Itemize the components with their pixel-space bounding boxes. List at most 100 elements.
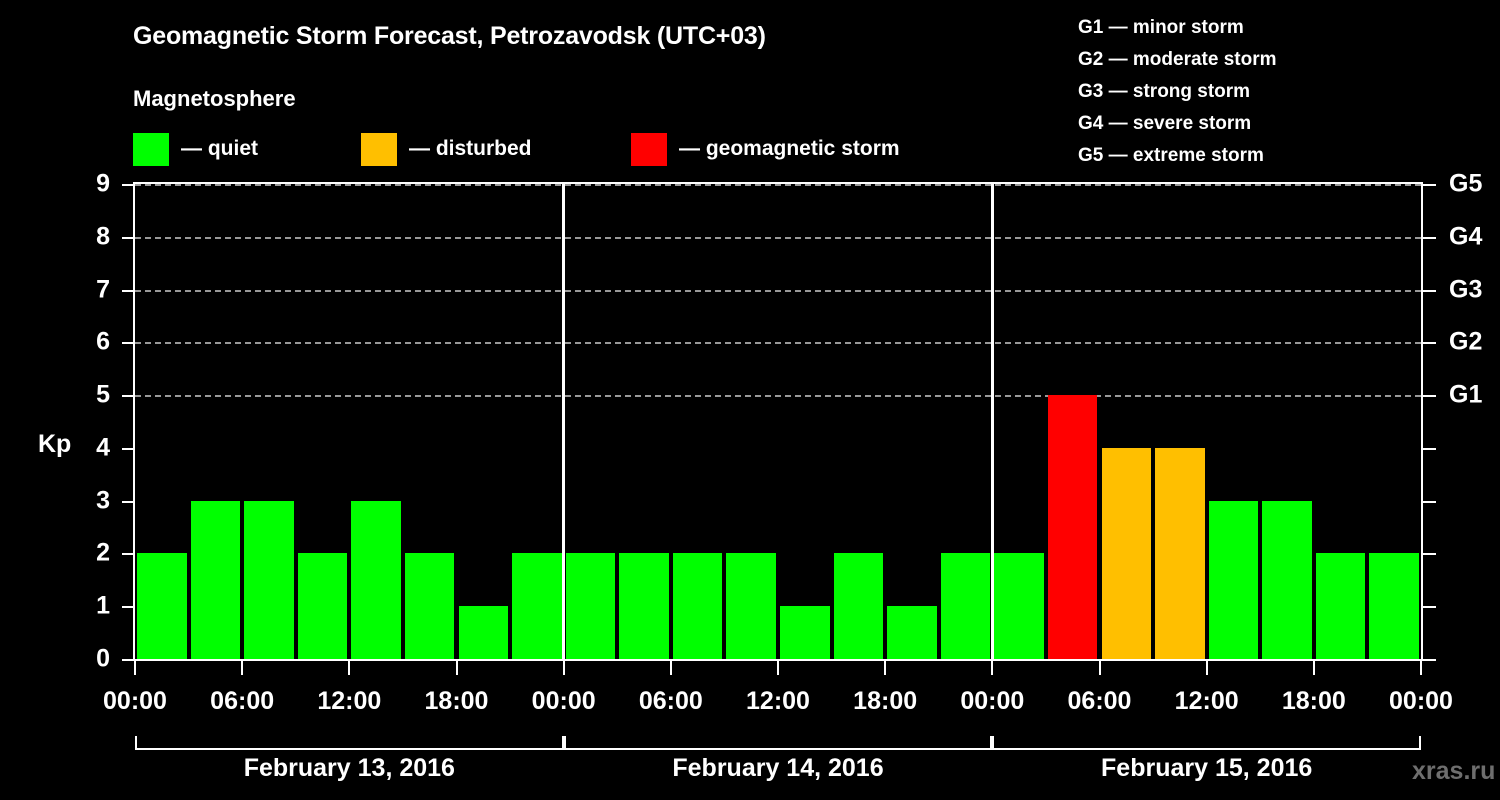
- gscale-legend-row-g3: G3 — strong storm: [1078, 81, 1251, 102]
- y-tick-label-1: 1: [96, 591, 110, 620]
- g-axis-tick-mark-kp-7: [1423, 289, 1436, 292]
- kp-bar: [1208, 500, 1259, 659]
- y-tick-label-5: 5: [96, 380, 110, 409]
- kp-bar: [619, 553, 669, 659]
- gscale-legend-row-g5: G5 — extreme storm: [1078, 145, 1264, 166]
- gridline-kp-8: [135, 236, 1421, 239]
- y-tick-mark-5: [122, 395, 133, 398]
- x-tick-label: 12:00: [1174, 687, 1239, 715]
- y-tick-label-6: 6: [96, 327, 110, 356]
- g-axis-label-g5: G5: [1449, 169, 1483, 198]
- x-tick-mark: [777, 661, 779, 675]
- legend-entry-quiet: — quiet: [133, 131, 258, 167]
- legend-entry-disturbed: — disturbed: [361, 131, 532, 167]
- x-tick-label: 06:00: [210, 687, 275, 715]
- g-axis-label-g4: G4: [1449, 222, 1483, 251]
- x-tick-mark: [455, 661, 458, 675]
- g-axis-tick-mark-kp-6: [1423, 342, 1436, 345]
- magnetosphere-label: Magnetosphere: [133, 86, 296, 111]
- y-tick-label-7: 7: [96, 275, 110, 304]
- x-tick-mark: [1098, 661, 1101, 675]
- x-tick-label: 12:00: [746, 687, 810, 715]
- kp-bar: [512, 553, 562, 659]
- x-tick-label: 06:00: [638, 687, 703, 715]
- kp-bar: [994, 553, 1044, 659]
- kp-bar: [244, 500, 294, 659]
- kp-bar: [1262, 500, 1312, 659]
- kp-bar: [887, 606, 937, 659]
- x-tick-label: 18:00: [1281, 687, 1346, 715]
- kp-bar: [565, 553, 616, 659]
- x-tick-mark: [1420, 661, 1422, 675]
- x-tick-mark: [669, 661, 672, 675]
- x-tick-mark: [241, 661, 244, 675]
- g-axis-tick-mark-kp-9: [1423, 184, 1436, 186]
- x-tick-label: 00:00: [1389, 687, 1453, 715]
- x-tick-label: 18:00: [853, 687, 918, 715]
- gscale-legend-row-g1: G1 — minor storm: [1078, 17, 1244, 38]
- legend-swatch-icon: [631, 132, 667, 166]
- gscale-legend-row-g4: G4 — severe storm: [1078, 113, 1252, 134]
- x-tick-mark: [1205, 661, 1208, 675]
- kp-bar: [1047, 395, 1098, 659]
- day-label: February 14, 2016: [672, 754, 884, 782]
- x-tick-mark: [884, 661, 887, 675]
- y-tick-mark-6: [122, 342, 133, 345]
- gridline-kp-6: [135, 342, 1421, 345]
- legend-entry-geomagnetic-storm: — geomagnetic storm: [631, 131, 900, 167]
- g-axis-label-g2: G2: [1449, 327, 1483, 356]
- watermark: xras.ru: [1412, 757, 1496, 785]
- kp-bar: [1315, 553, 1366, 659]
- y-tick-mark-2: [122, 553, 133, 556]
- y-tick-label-0: 0: [96, 644, 110, 673]
- y-tick-mark-0: [122, 659, 133, 661]
- g-axis-tick-mark-kp-2: [1423, 553, 1436, 556]
- plot-inner: [135, 184, 1421, 659]
- legend-swatch-icon: [133, 132, 169, 166]
- gridline-kp-7: [135, 289, 1421, 292]
- kp-bar: [1155, 447, 1205, 659]
- kp-bar: [672, 553, 723, 659]
- kp-bar: [1101, 447, 1152, 659]
- day-divider: [562, 184, 566, 659]
- x-tick-mark: [1312, 661, 1315, 675]
- g-axis-label-g1: G1: [1449, 380, 1483, 409]
- y-tick-label-9: 9: [96, 169, 110, 198]
- y-tick-label-3: 3: [96, 486, 110, 515]
- x-tick-label: 00:00: [960, 687, 1025, 715]
- day-bracket: [992, 736, 1421, 750]
- g-axis-tick-mark-kp-3: [1423, 500, 1436, 503]
- kp-bar: [833, 553, 884, 659]
- kp-bar: [1369, 553, 1419, 659]
- kp-bar: [404, 553, 455, 659]
- g-axis-tick-mark-kp-5: [1423, 395, 1436, 398]
- y-tick-mark-1: [122, 606, 133, 609]
- y-tick-label-8: 8: [96, 222, 110, 251]
- kp-bar: [351, 500, 401, 659]
- day-bracket: [563, 736, 993, 750]
- y-tick-label-2: 2: [96, 538, 110, 567]
- g-axis-tick-mark-kp-8: [1423, 236, 1436, 239]
- y-axis-title: Kp: [38, 430, 72, 458]
- y-tick-mark-4: [122, 447, 133, 450]
- day-label: February 13, 2016: [243, 754, 455, 782]
- x-tick-mark: [134, 661, 136, 675]
- kp-bar: [726, 553, 776, 659]
- legend-swatch-icon: [361, 132, 397, 166]
- g-axis-tick-mark-kp-0: [1423, 659, 1436, 661]
- x-tick-label: 18:00: [424, 687, 489, 715]
- y-tick-mark-8: [122, 236, 133, 239]
- y-tick-mark-7: [122, 289, 133, 292]
- x-tick-mark: [348, 661, 351, 675]
- kp-bar: [780, 606, 830, 659]
- x-tick-mark: [562, 661, 565, 675]
- kp-bar: [297, 553, 348, 659]
- g-axis-tick-mark-kp-4: [1423, 447, 1436, 450]
- x-tick-label: 00:00: [103, 687, 167, 715]
- x-tick-label: 06:00: [1067, 687, 1132, 715]
- legend-label: — disturbed: [409, 137, 532, 160]
- day-divider: [990, 184, 994, 659]
- x-tick-label: 00:00: [531, 687, 596, 715]
- gridline-kp-9: [135, 184, 1421, 186]
- g-axis-tick-mark-kp-1: [1423, 606, 1436, 609]
